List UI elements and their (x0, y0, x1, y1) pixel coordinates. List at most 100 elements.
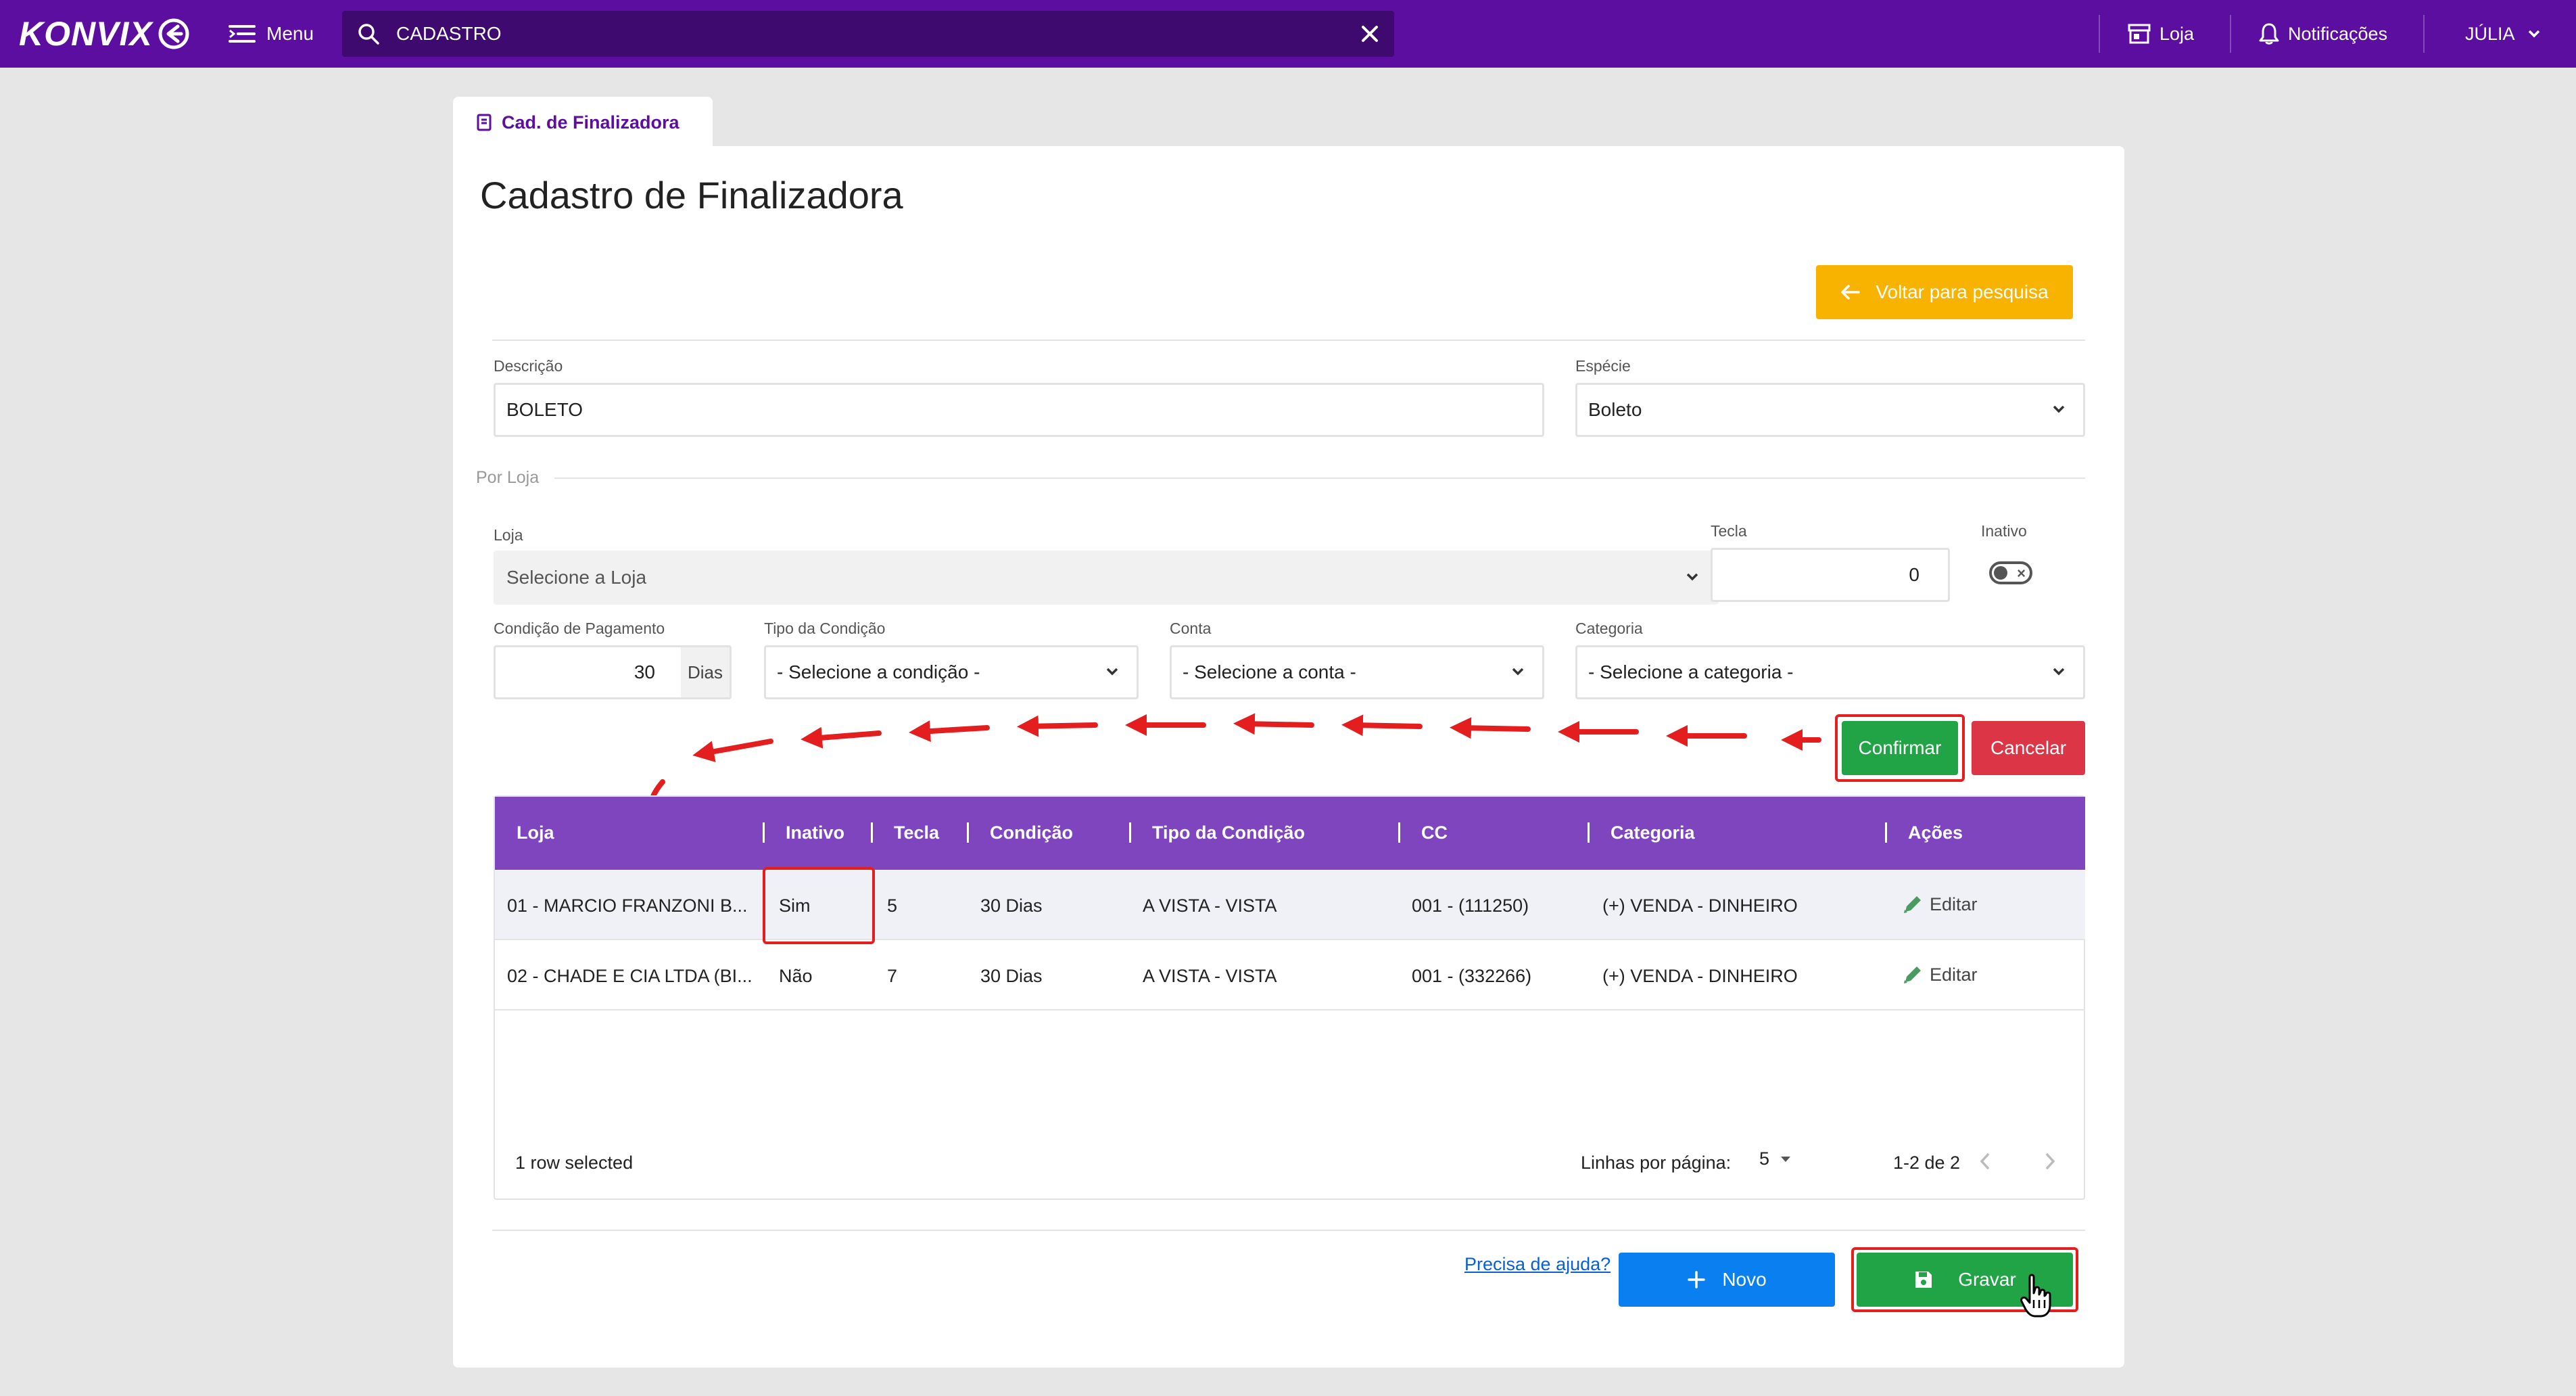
page-title: Cadastro de Finalizadora (480, 174, 903, 216)
column-separator[interactable] (1129, 822, 1131, 843)
column-separator[interactable] (1398, 822, 1400, 843)
cell-inativo: Não (779, 966, 813, 986)
chevron-left-icon[interactable] (1978, 1151, 1992, 1171)
divider (554, 478, 2085, 479)
menu-label: Menu (266, 23, 314, 44)
column-separator[interactable] (1885, 822, 1887, 843)
descricao-field[interactable]: BOLETO (494, 383, 1544, 437)
brand-logo[interactable]: KONVIX (19, 14, 191, 54)
conta-label: Conta (1170, 620, 1212, 637)
new-label: Novo (1722, 1269, 1767, 1290)
rows-per-page-label: Linhas por página: (1581, 1153, 1732, 1173)
search-bar[interactable] (342, 11, 1394, 57)
annotation-arrow (1017, 715, 1098, 737)
tab-cad-finalizadora[interactable]: Cad. de Finalizadora (453, 97, 713, 148)
chevron-right-icon[interactable] (2043, 1151, 2057, 1171)
new-button[interactable]: Novo (1619, 1253, 1835, 1307)
edit-button[interactable]: Editar (1901, 893, 1978, 916)
floppy-disk-icon (1915, 1272, 1932, 1288)
divider (2230, 15, 2231, 53)
menu-icon (229, 25, 256, 43)
edit-label: Editar (1930, 964, 1978, 985)
column-separator[interactable] (871, 822, 873, 843)
column-header: Categoria (1611, 822, 1695, 843)
table-row[interactable]: 01 - MARCIO FRANZONI B... Sim 5 30 Dias … (495, 870, 2085, 940)
column-separator[interactable] (763, 822, 765, 843)
bell-icon (2259, 23, 2279, 45)
divider (492, 340, 2085, 341)
categoria-select[interactable]: - Selecione a categoria - (1575, 645, 2085, 699)
brand-name: KONVIX (19, 15, 153, 53)
cell-cc: 001 - (111250) (1412, 895, 1529, 916)
cell-cc: 001 - (332266) (1412, 966, 1532, 986)
condicao-label: Condição de Pagamento (494, 620, 665, 637)
store-label: Loja (2160, 23, 2195, 44)
plus-icon (1688, 1271, 1706, 1288)
back-label: Voltar para pesquisa (1876, 281, 2049, 302)
tipo-condicao-label: Tipo da Condição (764, 620, 886, 637)
edit-button[interactable]: Editar (1901, 963, 1978, 986)
especie-select[interactable]: Boleto (1575, 383, 2085, 437)
confirm-label: Confirmar (1858, 737, 1942, 758)
back-to-search-button[interactable]: Voltar para pesquisa (1816, 265, 2073, 319)
tecla-input[interactable]: 0 (1711, 548, 1950, 602)
confirm-button[interactable]: Confirmar (1842, 721, 1958, 775)
cell-loja: 01 - MARCIO FRANZONI B... (507, 895, 748, 916)
caret-down-icon (1781, 1156, 1791, 1162)
user-name: JÚLIA (2465, 23, 2515, 44)
annotation-arrow (1233, 713, 1314, 735)
toggle-knob (1994, 566, 2007, 580)
tipo-condicao-select[interactable]: - Selecione a condição - (764, 645, 1139, 699)
tipo-condicao-placeholder: - Selecione a condição - (777, 661, 980, 682)
tecla-label: Tecla (1711, 522, 1747, 540)
table-header: Loja Inativo Tecla Condição Tipo da Cond… (495, 797, 2085, 870)
menu-button[interactable]: Menu (229, 18, 314, 50)
loja-select[interactable]: Selecione a Loja (494, 551, 1719, 605)
help-link[interactable]: Precisa de ajuda? (1464, 1254, 1611, 1274)
table-row[interactable]: 02 - CHADE E CIA LTDA (BI... Não 7 30 Di… (495, 940, 2085, 1010)
inativo-label: Inativo (1981, 522, 2027, 540)
chevron-down-icon (1106, 668, 1118, 676)
condicao-input[interactable]: 30 Dias (494, 645, 732, 699)
store-button[interactable]: Loja (2127, 0, 2194, 68)
notifications-button[interactable]: Notificações (2258, 0, 2387, 68)
save-label: Gravar (1958, 1269, 2016, 1290)
tab-label: Cad. de Finalizadora (502, 112, 679, 133)
logo-arrow-icon (158, 18, 189, 49)
pagination-range: 1-2 de 2 (1893, 1153, 1961, 1173)
top-bar: KONVIX Menu Loja (0, 0, 2576, 68)
divider (492, 1230, 2085, 1231)
user-menu-button[interactable]: JÚLIA (2465, 0, 2549, 68)
column-header: Tipo da Condição (1152, 822, 1306, 843)
chevron-down-icon (2528, 30, 2539, 38)
search-input[interactable] (396, 19, 1329, 49)
arrow-left-icon (1841, 285, 1861, 300)
categoria-label: Categoria (1575, 620, 1643, 637)
column-header: Condição (990, 822, 1074, 843)
edit-label: Editar (1930, 893, 1978, 914)
hand-cursor-icon (2020, 1274, 2051, 1318)
cell-tecla: 5 (887, 895, 898, 916)
clear-search-icon (1362, 26, 1378, 42)
annotation-arrow (1341, 714, 1423, 737)
conta-select[interactable]: - Selecione a conta - (1170, 645, 1544, 699)
toggle-off-icon: × (2017, 565, 2026, 582)
search-icon (358, 24, 379, 45)
tecla-value: 0 (1909, 564, 1919, 585)
chevron-down-icon (2053, 405, 2065, 413)
descricao-label: Descrição (494, 357, 563, 375)
column-separator[interactable] (1588, 822, 1590, 843)
rows-per-page-select[interactable]: 5 (1759, 1148, 1792, 1169)
cell-condicao: 30 Dias (980, 895, 1043, 916)
categoria-placeholder: - Selecione a categoria - (1588, 661, 1794, 682)
column-separator[interactable] (967, 822, 969, 843)
especie-label: Espécie (1575, 357, 1631, 375)
cancel-button[interactable]: Cancelar (1972, 721, 2085, 775)
annotation-arrow (1450, 717, 1531, 739)
cell-categoria: (+) VENDA - DINHEIRO (1602, 966, 1798, 986)
cell-tipo: A VISTA - VISTA (1143, 966, 1277, 986)
chevron-down-icon (1512, 668, 1524, 676)
cell-tecla: 7 (887, 966, 898, 986)
inativo-toggle[interactable]: × (1989, 561, 2032, 584)
pencil-icon (1904, 967, 1921, 983)
